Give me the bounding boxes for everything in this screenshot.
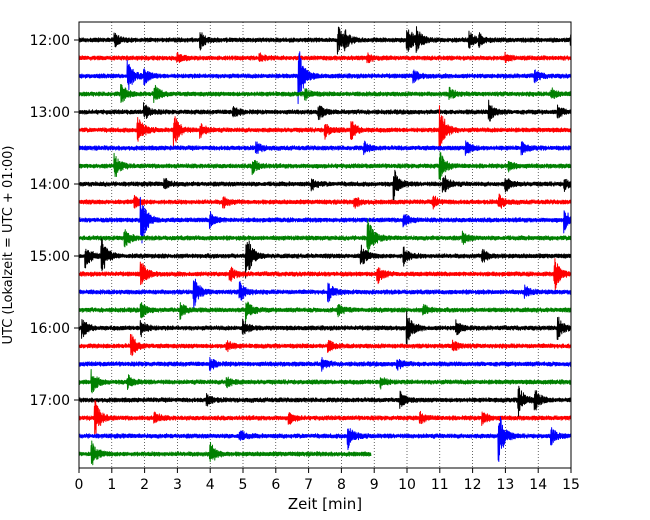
trace-11 [78,218,572,259]
x-tick-label: 10 [398,477,416,493]
x-tick-label: 6 [271,477,280,493]
trace-16 [78,310,572,347]
y-tick-label: 16:00 [30,321,70,337]
trace-1 [78,51,572,64]
trace-13 [78,258,572,291]
x-tick-label: 11 [431,477,449,493]
trace-4 [78,99,572,122]
x-tick-label: 15 [562,477,580,493]
x-tick-label: 14 [529,477,547,493]
x-axis-label: Zeit [min] [288,495,362,513]
plot-frame [78,21,572,469]
trace-18 [78,356,572,372]
x-tick-label: 9 [370,477,379,493]
trace-15 [78,301,572,322]
y-tick-label: 14:00 [30,177,70,193]
x-tick-label: 3 [173,477,182,493]
x-tick-label: 0 [75,477,84,493]
trace-10 [78,196,572,244]
trace-12 [78,238,572,279]
trace-2 [78,51,572,105]
x-tick-label: 12 [464,477,482,493]
trace-20 [78,385,572,418]
trace-6 [78,140,572,156]
x-tick-label: 5 [239,477,248,493]
x-tick-label: 7 [304,477,313,493]
y-tick-label: 15:00 [30,249,70,265]
x-tick-label: 2 [140,477,149,493]
y-axis-label: UTC (Lokalzeit = UTC + 01:00) [1,146,16,345]
vertical-gridlines [111,22,539,468]
trace-7 [78,152,572,181]
trace-21 [78,399,572,436]
trace-3 [78,84,572,104]
y-tick-label: 13:00 [30,105,70,121]
x-axis-ticks: 0 1 2 3 4 5 6 7 8 9 10 11 12 13 14 15 [75,468,580,493]
y-axis-ticks: 12:00 13:00 14:00 15:00 16:00 17:00 [30,33,79,409]
trace-14 [78,278,572,309]
trace-8 [78,169,572,201]
y-tick-label: 12:00 [30,33,70,49]
seismogram-traces [78,26,572,466]
trace-17 [78,333,572,357]
trace-19 [78,368,572,394]
trace-9 [78,193,572,210]
trace-23 [78,440,372,466]
trace-0 [78,26,572,55]
x-tick-label: 4 [206,477,215,493]
x-tick-label: 1 [107,477,116,493]
trace-5 [78,105,572,151]
x-tick-label: 8 [337,477,346,493]
trace-22 [78,416,572,463]
x-tick-label: 13 [496,477,514,493]
y-tick-label: 17:00 [30,393,70,409]
